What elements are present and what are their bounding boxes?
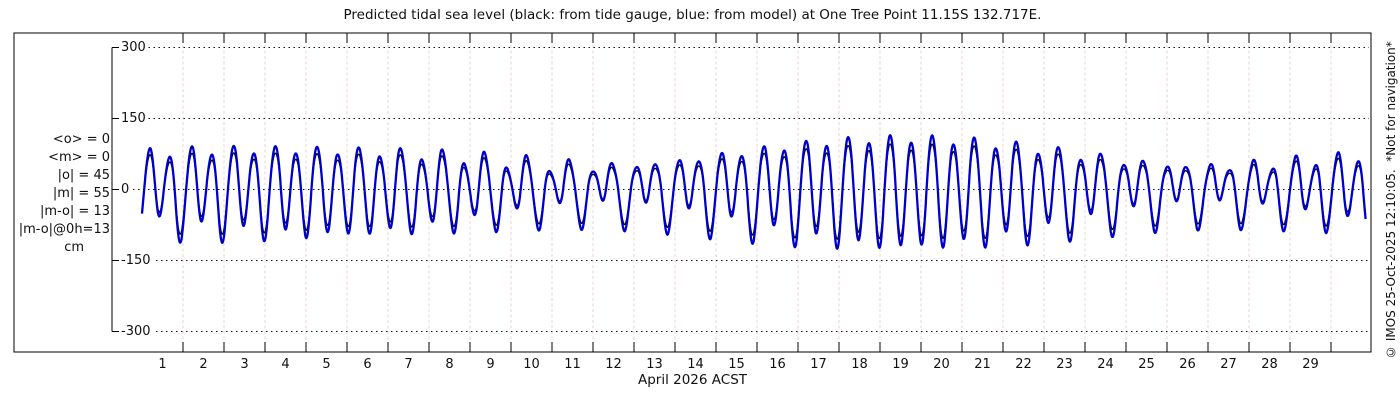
stats-line: |m| = 55 — [52, 186, 110, 201]
x-tick-label: 11 — [564, 357, 581, 372]
x-tick-label: 20 — [933, 357, 950, 372]
stats-line: <m> = 0 — [48, 150, 110, 165]
chart-title: Predicted tidal sea level (black: from t… — [343, 7, 1042, 23]
plot-frame — [13, 32, 1372, 353]
stats-line: cm — [64, 240, 84, 255]
stats-line: |m-o| = 13 — [39, 204, 110, 219]
x-tick-label: 12 — [605, 357, 622, 372]
x-tick-label: 29 — [1302, 357, 1319, 372]
x-tick-label: 9 — [486, 357, 495, 372]
x-tick-label: 19 — [892, 357, 909, 372]
x-tick-label: 22 — [1015, 357, 1032, 372]
y-tick-label: -300 — [121, 323, 151, 339]
x-tick-label: 26 — [1179, 357, 1196, 372]
x-tick-label: 18 — [851, 357, 868, 372]
x-tick-label: 6 — [363, 357, 372, 372]
watermark-credit: © IMOS 25-Oct-2025 12:10:05. *Not for na… — [1384, 41, 1398, 359]
stats-line: <o> = 0 — [52, 132, 110, 147]
x-tick-label: 15 — [728, 357, 745, 372]
x-tick-label: 7 — [404, 357, 413, 372]
x-tick-label: 21 — [974, 357, 991, 372]
stats-line: |o| = 45 — [57, 168, 110, 183]
x-tick-label: 27 — [1220, 357, 1237, 372]
x-tick-label: 24 — [1097, 357, 1114, 372]
x-axis-title: April 2026 ACST — [637, 372, 748, 388]
x-tick-label: 23 — [1056, 357, 1073, 372]
x-tick-label: 17 — [810, 357, 827, 372]
x-tick-label: 4 — [281, 357, 290, 372]
y-tick-label: 300 — [121, 39, 146, 55]
x-tick-label: 1 — [158, 357, 167, 372]
series-model — [140, 134, 1367, 250]
x-tick-label: 28 — [1261, 357, 1278, 372]
x-tick-label: 25 — [1138, 357, 1155, 372]
x-tick-label: 14 — [687, 357, 704, 372]
x-tick-label: 3 — [240, 357, 249, 372]
y-tick-label: -150 — [121, 252, 151, 268]
x-tick-label: 16 — [769, 357, 786, 372]
x-tick-label: 8 — [445, 357, 454, 372]
y-tick-label: 0 — [121, 181, 130, 197]
stats-line: |m-o|@0h=13 — [18, 222, 110, 237]
stats-panel: <o> = 0 <m> = 0 |o| = 45 |m| = 55 |m-o| = 13… — [12, 131, 110, 257]
x-tick-label: 5 — [322, 357, 331, 372]
x-tick-label: 2 — [199, 357, 208, 372]
y-tick-label: 150 — [121, 110, 146, 126]
x-tick-label: 13 — [646, 357, 663, 372]
x-tick-label: 10 — [523, 357, 540, 372]
